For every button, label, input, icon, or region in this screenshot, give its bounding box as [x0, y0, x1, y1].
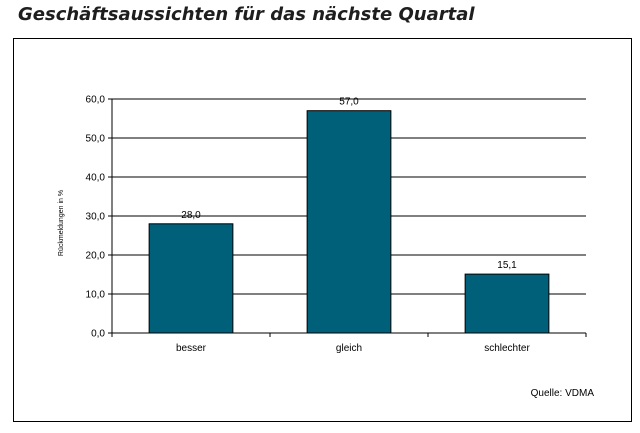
y-axis-label: Rückmeldungen in %: [58, 190, 65, 256]
data-label: 15,1: [497, 260, 517, 271]
bar-gleich: [306, 110, 392, 334]
bar-schlechter: [464, 273, 550, 334]
y-tick-label: 0,0: [91, 329, 105, 340]
chart-frame: [13, 38, 632, 422]
y-tick-label: 50,0: [86, 134, 106, 145]
y-tick-label: 10,0: [86, 290, 106, 301]
data-label: 28,0: [181, 210, 201, 221]
bar-besser: [148, 223, 234, 334]
labels: 0,0 10,0 20,0 30,0 40,0 50,0 60,0 28,0 besser 57,…: [86, 95, 531, 355]
page-title: Geschäftsaussichten für das nächste Quar…: [18, 4, 475, 25]
y-tick-label: 20,0: [86, 251, 106, 262]
source-note: Quelle: VDMA: [531, 388, 595, 399]
y-tick-label: 30,0: [86, 212, 106, 223]
axes: [108, 98, 587, 337]
y-tick-label: 40,0: [86, 173, 106, 184]
category-label: besser: [176, 343, 207, 354]
category-label: schlechter: [484, 343, 530, 354]
category-label: gleich: [336, 343, 362, 354]
data-label: 57,0: [339, 97, 359, 108]
y-tick-label: 60,0: [86, 95, 106, 106]
bars: [148, 110, 550, 334]
